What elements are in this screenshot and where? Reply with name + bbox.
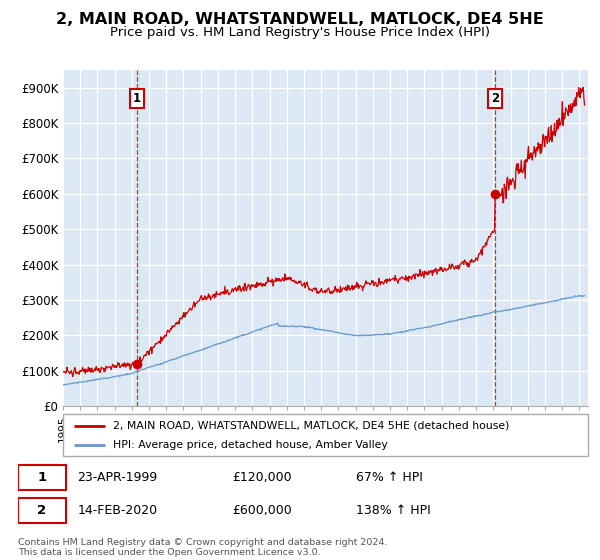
Text: 23-APR-1999: 23-APR-1999 xyxy=(77,471,157,484)
FancyBboxPatch shape xyxy=(63,414,588,456)
FancyBboxPatch shape xyxy=(18,498,66,523)
Text: 2, MAIN ROAD, WHATSTANDWELL, MATLOCK, DE4 5HE (detached house): 2, MAIN ROAD, WHATSTANDWELL, MATLOCK, DE… xyxy=(113,421,509,431)
Text: Contains HM Land Registry data © Crown copyright and database right 2024.
This d: Contains HM Land Registry data © Crown c… xyxy=(18,538,388,557)
Text: 2: 2 xyxy=(37,504,47,517)
FancyBboxPatch shape xyxy=(18,465,66,490)
Text: 67% ↑ HPI: 67% ↑ HPI xyxy=(356,471,423,484)
Text: 14-FEB-2020: 14-FEB-2020 xyxy=(77,504,157,517)
Text: 2: 2 xyxy=(491,92,499,105)
Text: Price paid vs. HM Land Registry's House Price Index (HPI): Price paid vs. HM Land Registry's House … xyxy=(110,26,490,39)
Text: 1: 1 xyxy=(133,92,141,105)
Text: 138% ↑ HPI: 138% ↑ HPI xyxy=(356,504,431,517)
Text: HPI: Average price, detached house, Amber Valley: HPI: Average price, detached house, Ambe… xyxy=(113,440,388,450)
Text: 1: 1 xyxy=(37,471,47,484)
Text: £120,000: £120,000 xyxy=(232,471,292,484)
Text: 2, MAIN ROAD, WHATSTANDWELL, MATLOCK, DE4 5HE: 2, MAIN ROAD, WHATSTANDWELL, MATLOCK, DE… xyxy=(56,12,544,27)
Text: £600,000: £600,000 xyxy=(232,504,292,517)
